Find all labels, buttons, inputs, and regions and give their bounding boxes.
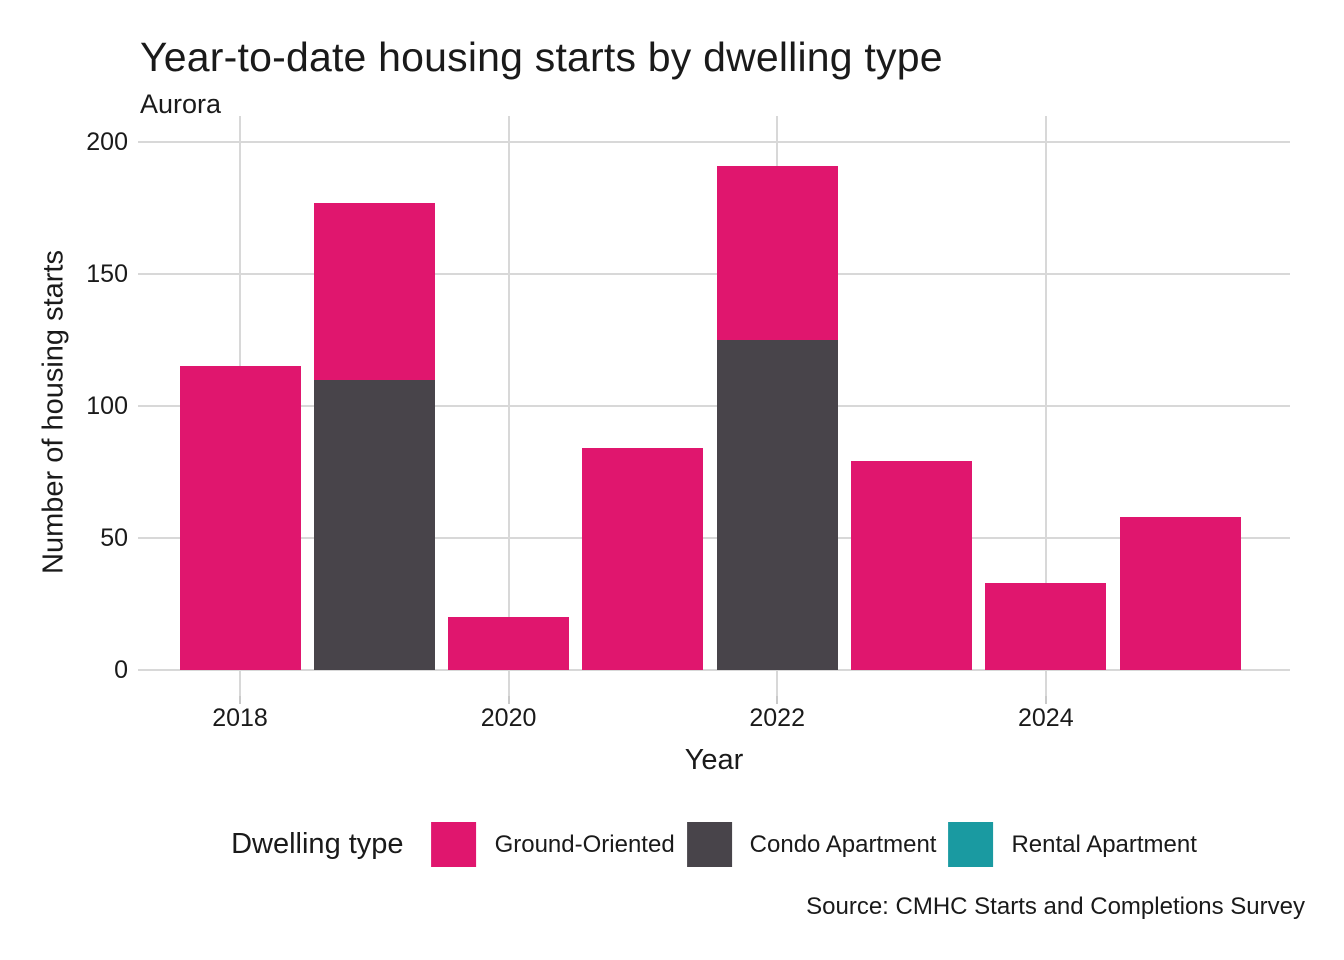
bar-segment-2022-ground-oriented	[716, 165, 838, 340]
x-tick-label-2020: 2020	[480, 704, 537, 732]
y-gridline-50	[138, 537, 1290, 539]
x-tick-label-2024: 2024	[1017, 704, 1074, 732]
y-tick-label-0: 0	[114, 656, 128, 684]
legend-item-label: Rental Apartment	[1011, 830, 1197, 858]
legend-title: Dwelling type	[231, 828, 404, 860]
y-tick-label-100: 100	[86, 392, 128, 420]
bar-segment-2019-ground-oriented	[313, 202, 435, 380]
y-gridline-150	[138, 273, 1290, 275]
x-tick-mark-2020	[507, 696, 510, 704]
x-tick-label-2022: 2022	[749, 704, 805, 732]
legend-swatch-rental-apartment	[948, 822, 994, 867]
x-tick-mark-2024	[1044, 696, 1047, 704]
chart-title: Year-to-date housing starts by dwelling …	[140, 34, 943, 80]
source-note: Source: CMHC Starts and Completions Surv…	[806, 893, 1305, 920]
bar-segment-2018-ground-oriented	[179, 366, 301, 670]
bar-segment-2024-ground-oriented	[985, 582, 1107, 670]
legend-item-rental-apartment: Rental Apartment	[948, 822, 1197, 867]
bar-segment-2022-condo-apartment	[716, 340, 838, 670]
y-tick-label-150: 150	[86, 260, 128, 288]
legend-item-label: Condo Apartment	[749, 830, 937, 858]
legend-item-label: Ground-Oriented	[494, 830, 675, 858]
y-tick-label-50: 50	[100, 524, 128, 552]
legend-swatch-condo-apartment	[686, 822, 732, 867]
y-tick-label-200: 200	[86, 128, 128, 156]
legend: Dwelling type Ground-Oriented Condo Apart…	[231, 822, 1197, 867]
chart-subtitle: Aurora	[140, 89, 222, 119]
legend-items: Ground-Oriented Condo Apartment Rental Apa…	[420, 822, 1197, 867]
legend-item-condo-apartment: Condo Apartment	[686, 822, 937, 867]
bar-segment-2023-ground-oriented	[851, 461, 972, 670]
x-tick-mark-2022	[776, 696, 779, 704]
x-tick-label-2018: 2018	[212, 704, 268, 732]
x-gridline-2024	[1044, 116, 1047, 696]
legend-item-ground-oriented: Ground-Oriented	[431, 822, 675, 867]
x-axis-title: Year	[684, 744, 744, 776]
legend-swatch-ground-oriented	[431, 822, 477, 867]
y-gridline-100	[138, 405, 1290, 407]
bar-segment-2019-condo-apartment	[313, 379, 435, 670]
bar-segment-2025-ground-oriented	[1119, 516, 1241, 670]
bar-segment-2021-ground-oriented	[582, 448, 704, 670]
bar-segment-2020-ground-oriented	[448, 617, 570, 670]
x-gridline-2020	[507, 116, 510, 696]
y-gridline-0	[138, 669, 1290, 671]
x-tick-mark-2018	[239, 696, 241, 704]
y-gridline-200	[138, 141, 1290, 143]
